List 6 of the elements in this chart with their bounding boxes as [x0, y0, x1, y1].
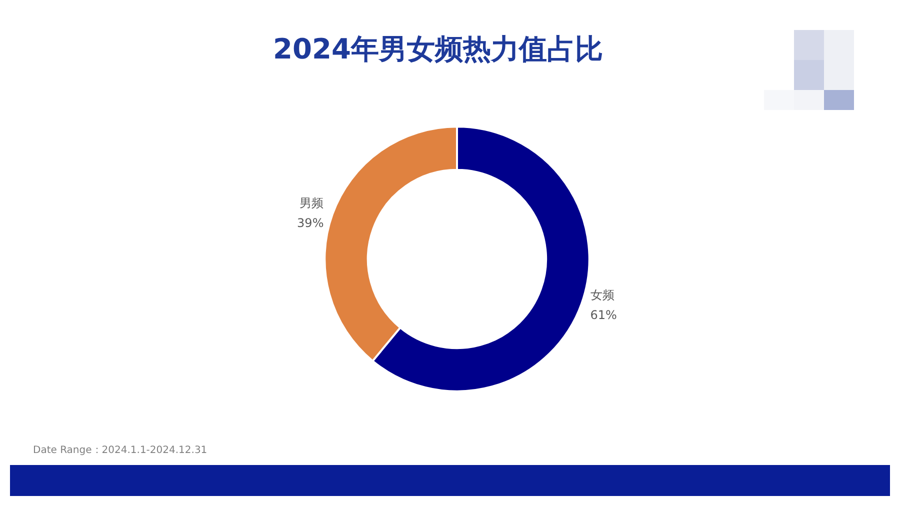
- slice-label: 男频: [300, 196, 324, 210]
- slice-label: 女频: [590, 288, 614, 302]
- data-label: 61%: [590, 308, 617, 322]
- text: Date Range：2024.1.1-2024.12.31: [33, 444, 208, 458]
- data-label: 39%: [297, 216, 324, 230]
- chart-title: 2024年男女频热力值占比: [273, 32, 603, 66]
